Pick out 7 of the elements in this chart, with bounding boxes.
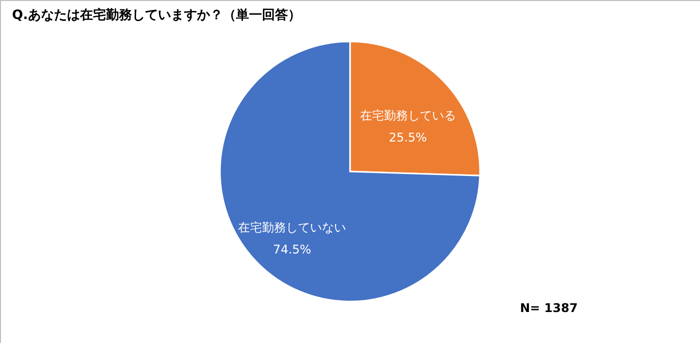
- pie-slice: [219, 40, 481, 302]
- slice-label: 在宅勤務していない: [238, 220, 346, 235]
- text: N= 1387: [520, 301, 578, 315]
- data-label: 74.5%: [273, 242, 312, 257]
- slice-label: 在宅勤務している: [360, 108, 456, 122]
- data-label: 25.5%: [388, 130, 427, 144]
- chart-title: Q.あなたは在宅勤務していますか？（単一回答）: [12, 7, 301, 23]
